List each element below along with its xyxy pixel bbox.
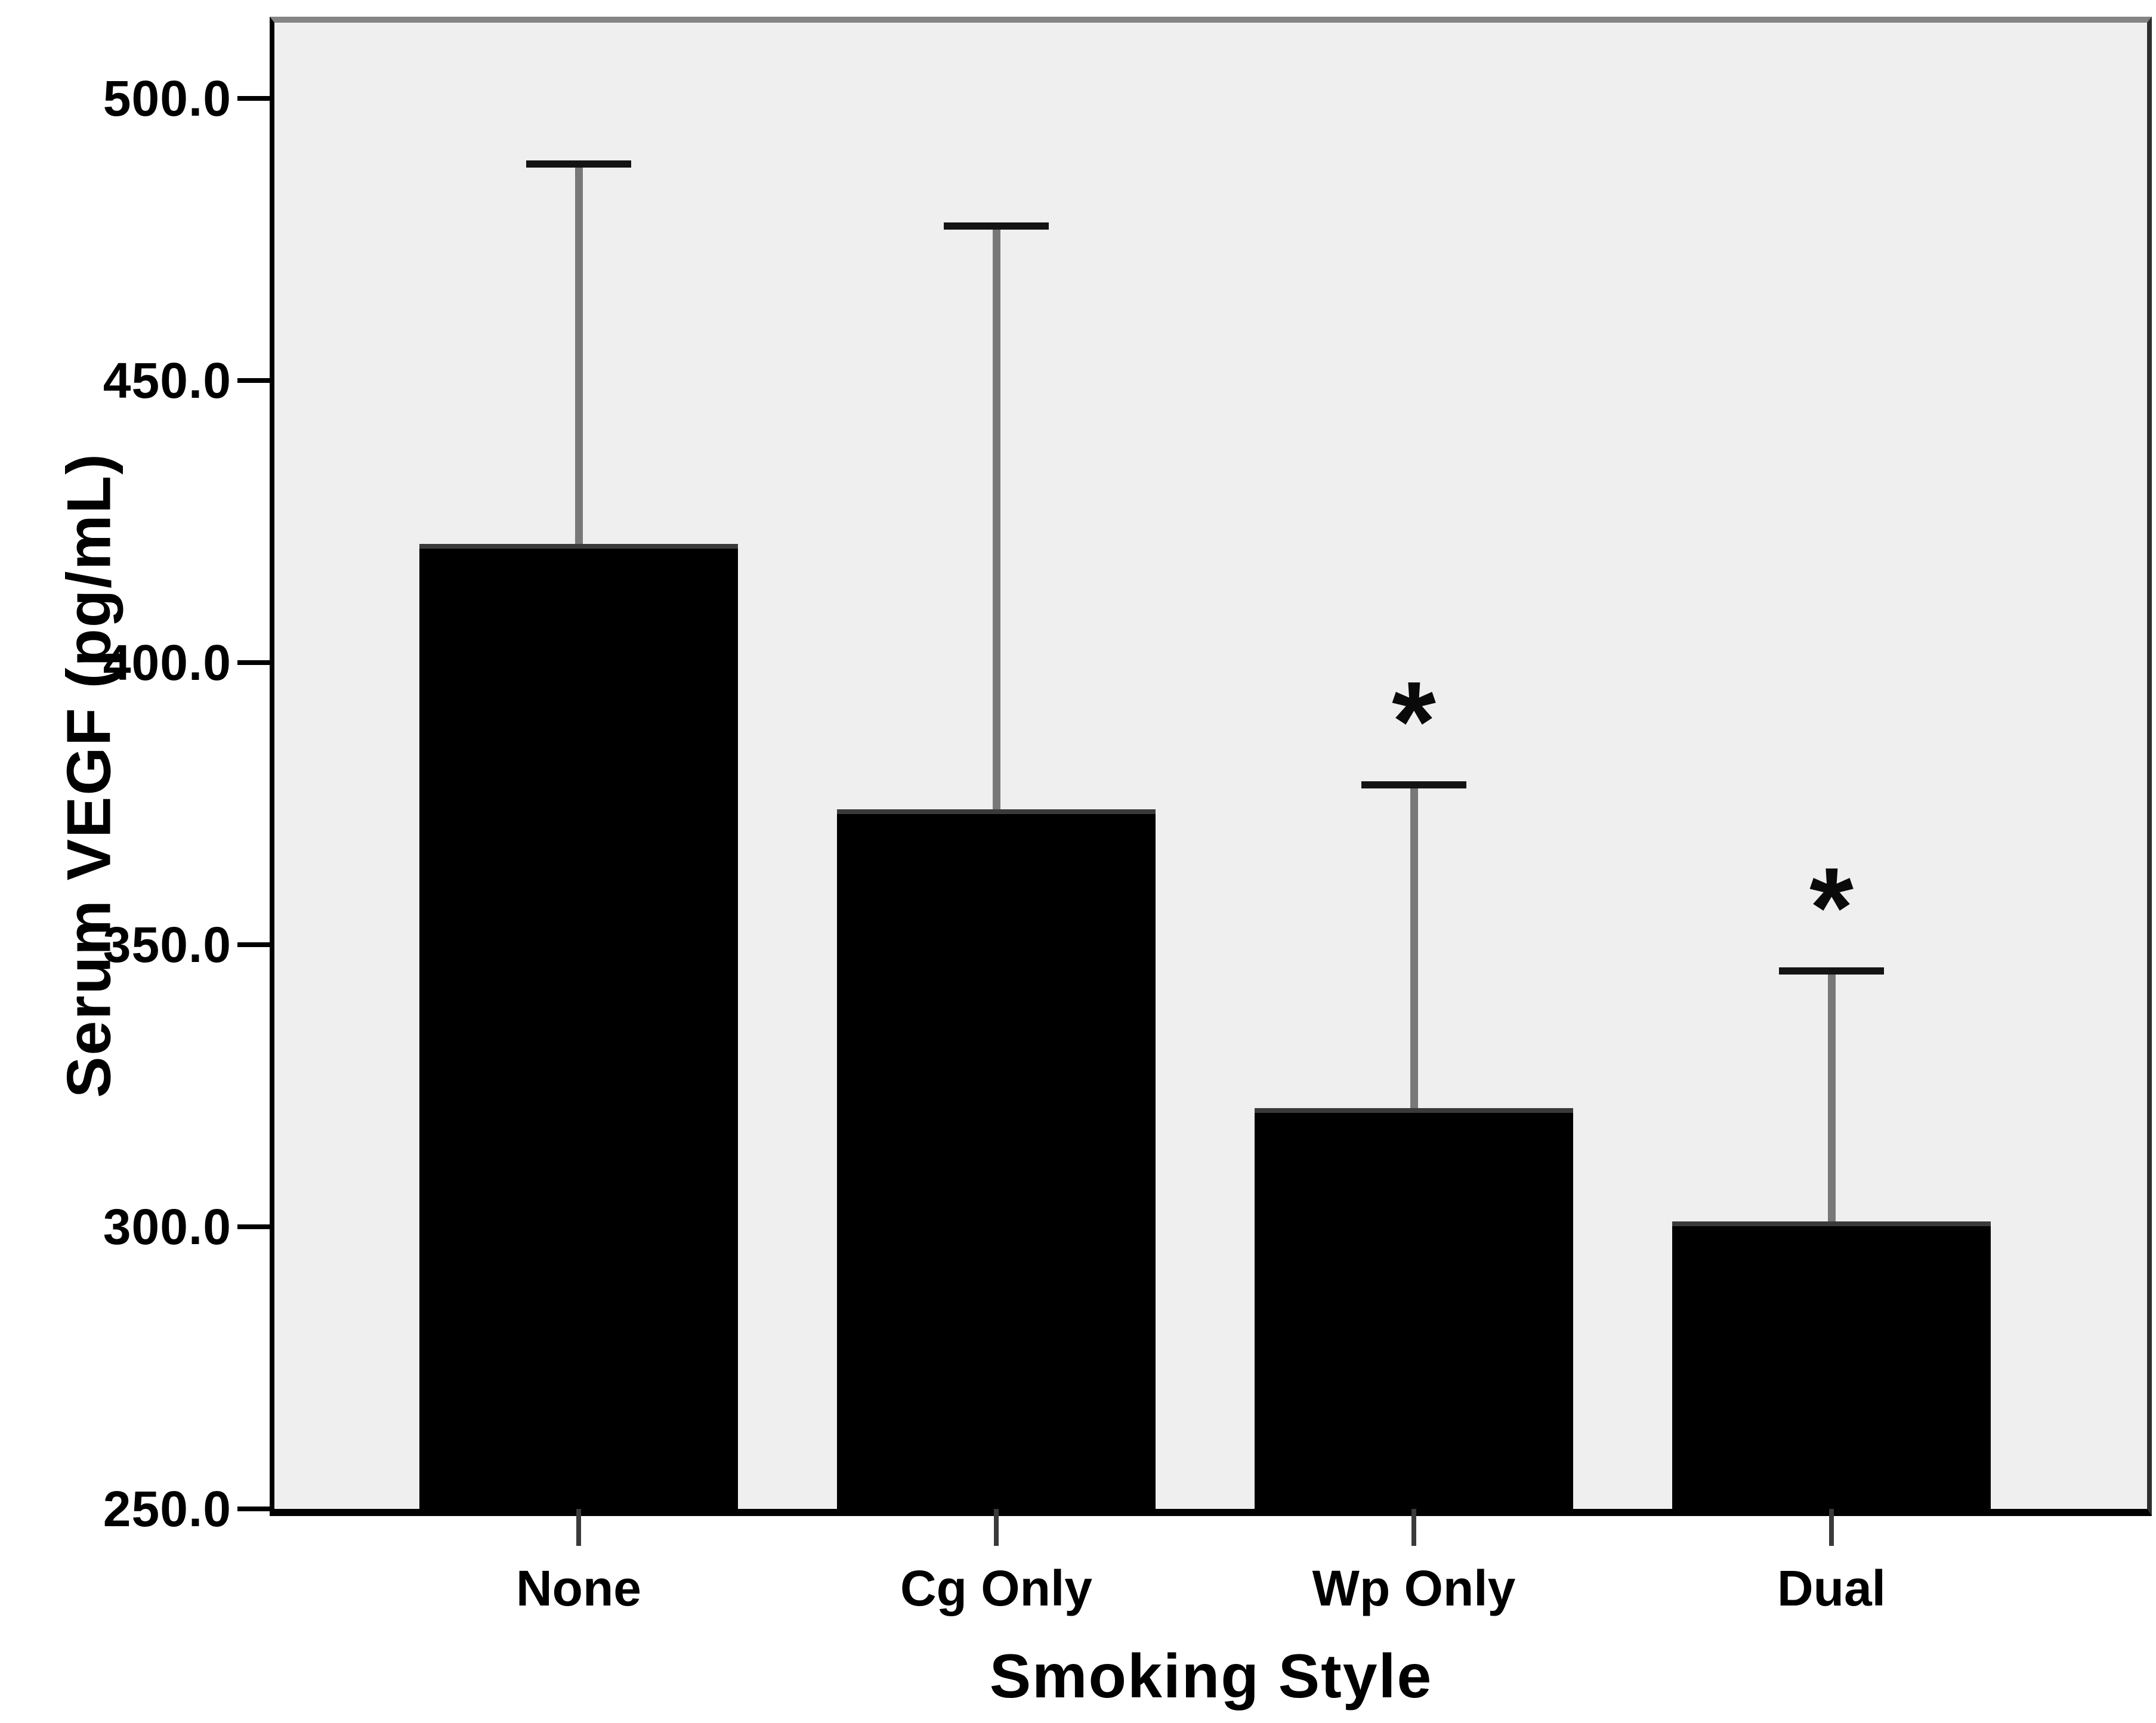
plot-area [270, 17, 2152, 1516]
y-tick-mark [237, 96, 274, 101]
y-tick-label: 250.0 [103, 1481, 231, 1537]
y-tick-label: 500.0 [103, 70, 231, 126]
y-tick-label: 450.0 [103, 352, 231, 409]
y-tick-mark [237, 1224, 274, 1229]
x-tick-label: Wp Only [1312, 1560, 1516, 1616]
y-axis-title: Serum VEGF (pg/mL) [54, 453, 124, 1098]
x-tick-label: None [516, 1560, 641, 1616]
y-tick-mark [237, 660, 274, 665]
y-tick-label: 300.0 [103, 1199, 231, 1255]
y-tick-mark [237, 942, 274, 947]
x-tick-label: Cg Only [900, 1560, 1092, 1616]
y-tick-mark [237, 1507, 274, 1511]
x-axis-title: Smoking Style [989, 1642, 1433, 1711]
y-tick-mark [237, 378, 274, 383]
x-tick-label: Dual [1777, 1560, 1886, 1616]
